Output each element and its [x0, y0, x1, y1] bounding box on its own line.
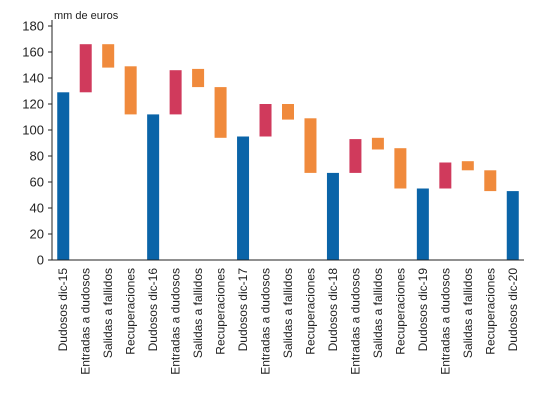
bar-salidas: [102, 44, 115, 68]
bar-salidas: [282, 104, 294, 120]
x-category-label: Recuperaciones: [214, 268, 228, 355]
bar-stock: [416, 188, 429, 260]
x-category-label: Recuperaciones: [483, 268, 497, 355]
bar-entradas: [439, 162, 452, 189]
bar-entradas: [349, 139, 362, 173]
y-tick-label: 0: [37, 253, 44, 268]
bar-stock: [326, 172, 339, 260]
x-axis-labels: Dudosos dic-15 Entradas a dudosos Salidas …: [56, 268, 520, 375]
bar-recuperaciones: [304, 118, 317, 173]
bar-salidas: [371, 137, 384, 150]
x-category-label: Salidas a fallidos: [371, 268, 385, 358]
x-category-label: Entradas a dudosos: [348, 268, 362, 375]
bar-recuperaciones: [394, 148, 407, 189]
y-tick-label: 40: [30, 201, 44, 216]
x-category-label: Entradas a dudosos: [79, 268, 93, 375]
x-category-label: Entradas a dudosos: [438, 268, 452, 375]
bar-stock: [147, 114, 160, 261]
y-tick-label: 140: [22, 71, 44, 86]
x-category-label: Dudosos dic-16: [146, 268, 160, 352]
bars: [57, 44, 519, 261]
y-axis-ticks: 0 20 40 60 80 100 120 140 160 180: [22, 19, 52, 268]
x-category-label: Dudosos dic-17: [236, 268, 250, 352]
bar-entradas: [79, 44, 92, 93]
x-category-label: Entradas a dudosos: [169, 268, 183, 375]
bar-stock: [506, 191, 519, 260]
x-category-label: Recuperaciones: [124, 268, 138, 355]
x-category-label: Dudosos dic-15: [56, 268, 70, 352]
y-tick-label: 80: [30, 149, 44, 164]
bar-stock: [237, 136, 250, 260]
y-tick-label: 120: [22, 97, 44, 112]
y-tick-label: 20: [30, 227, 44, 242]
x-category-label: Dudosos dic-20: [506, 268, 520, 352]
y-tick-label: 180: [22, 19, 44, 34]
bar-recuperaciones: [214, 87, 227, 138]
y-tick-label: 60: [30, 175, 44, 190]
x-category-label: Entradas a dudosos: [259, 268, 273, 375]
x-category-label: Recuperaciones: [393, 268, 407, 355]
bar-recuperaciones: [124, 66, 137, 115]
axes: [51, 20, 524, 261]
x-category-label: Salidas a fallidos: [101, 268, 115, 358]
bar-salidas: [461, 161, 474, 171]
x-category-label: Dudosos dic-18: [326, 268, 340, 352]
bar-stock: [57, 92, 70, 260]
bar-recuperaciones: [484, 170, 497, 192]
x-category-label: Recuperaciones: [303, 268, 317, 355]
x-category-label: Salidas a fallidos: [281, 268, 295, 358]
bar-entradas: [259, 104, 272, 137]
y-tick-label: 100: [22, 123, 44, 138]
y-tick-label: 160: [22, 45, 44, 60]
unit-label: mm de euros: [54, 10, 119, 22]
x-category-label: Dudosos dic-19: [416, 268, 430, 352]
x-category-label: Salidas a fallidos: [191, 268, 205, 358]
bar-salidas: [192, 68, 205, 88]
x-category-label: Salidas a fallidos: [461, 268, 475, 358]
bar-entradas: [169, 70, 182, 115]
